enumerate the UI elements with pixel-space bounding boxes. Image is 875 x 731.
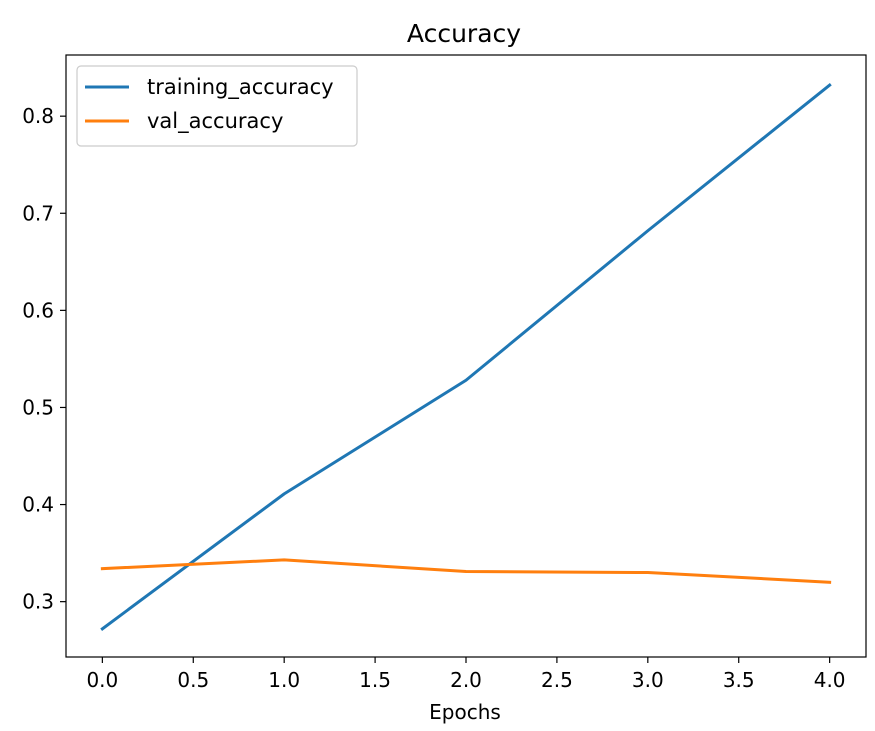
x-axis-label: Epochs [429,700,501,724]
x-tick-label: 1.0 [268,668,300,692]
x-tick-label: 3.0 [632,668,664,692]
series-line-training-accuracy [100,82,832,631]
x-tick-label: 2.0 [450,668,482,692]
chart-title: Accuracy [407,19,521,48]
legend: training_accuracy val_accuracy [76,65,358,147]
x-tick-label: 4.0 [814,668,846,692]
y-tick-label: 0.8 [22,104,54,128]
x-axis-ticks: 0.0 0.5 1.0 1.5 2.0 2.5 3.0 3.5 4.0 [86,657,846,692]
series-lines [100,82,832,631]
x-tick-label: 0.0 [86,668,118,692]
series-line-val-accuracy [100,558,832,584]
x-tick-label: 0.5 [177,668,209,692]
legend-box [76,65,358,147]
y-tick-label: 0.4 [22,493,54,517]
x-tick-label: 1.5 [359,668,391,692]
y-tick-label: 0.7 [22,201,54,225]
y-tick-label: 0.5 [22,395,54,419]
x-tick-label: 2.5 [541,668,573,692]
y-axis-ticks: 0.3 0.4 0.5 0.6 0.7 0.8 [22,104,66,614]
x-tick-label: 3.5 [723,668,755,692]
y-tick-label: 0.3 [22,590,54,614]
y-tick-label: 0.6 [22,298,54,322]
plot-frame [65,54,867,658]
legend-label-training-accuracy: training_accuracy [147,75,334,100]
legend-label-val-accuracy: val_accuracy [147,109,283,134]
